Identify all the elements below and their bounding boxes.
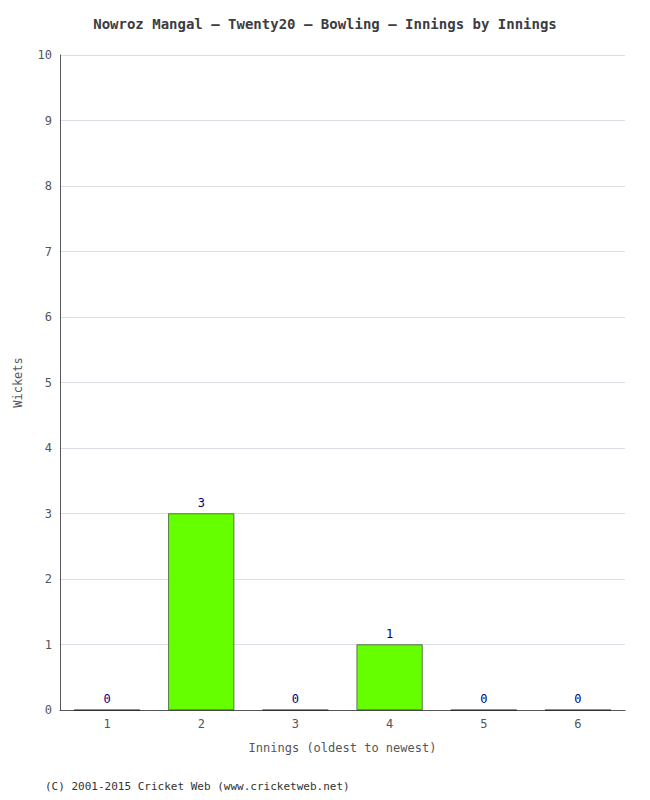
svg-text:Innings (oldest to newest): Innings (oldest to newest) <box>249 741 437 755</box>
svg-text:9: 9 <box>45 114 52 128</box>
svg-text:(C) 2001-2015 Cricket Web (www: (C) 2001-2015 Cricket Web (www.cricketwe… <box>45 780 350 793</box>
svg-text:6: 6 <box>574 717 581 731</box>
svg-text:3: 3 <box>45 507 52 521</box>
svg-text:6: 6 <box>45 310 52 324</box>
svg-text:2: 2 <box>198 717 205 731</box>
svg-text:Wickets: Wickets <box>11 357 25 408</box>
svg-text:0: 0 <box>574 692 581 706</box>
svg-text:10: 10 <box>38 48 52 62</box>
svg-text:5: 5 <box>480 717 487 731</box>
svg-text:4: 4 <box>45 441 52 455</box>
svg-text:2: 2 <box>45 572 52 586</box>
svg-text:1: 1 <box>45 638 52 652</box>
svg-text:8: 8 <box>45 179 52 193</box>
svg-text:0: 0 <box>292 692 299 706</box>
svg-text:0: 0 <box>103 692 110 706</box>
svg-text:4: 4 <box>386 717 393 731</box>
svg-text:7: 7 <box>45 245 52 259</box>
svg-text:Nowroz Mangal – Twenty20 – Bow: Nowroz Mangal – Twenty20 – Bowling – Inn… <box>93 16 557 32</box>
svg-text:3: 3 <box>292 717 299 731</box>
svg-text:1: 1 <box>103 717 110 731</box>
svg-text:3: 3 <box>198 496 205 510</box>
svg-text:0: 0 <box>480 692 487 706</box>
svg-text:0: 0 <box>45 703 52 717</box>
svg-text:1: 1 <box>386 627 393 641</box>
svg-text:5: 5 <box>45 376 52 390</box>
